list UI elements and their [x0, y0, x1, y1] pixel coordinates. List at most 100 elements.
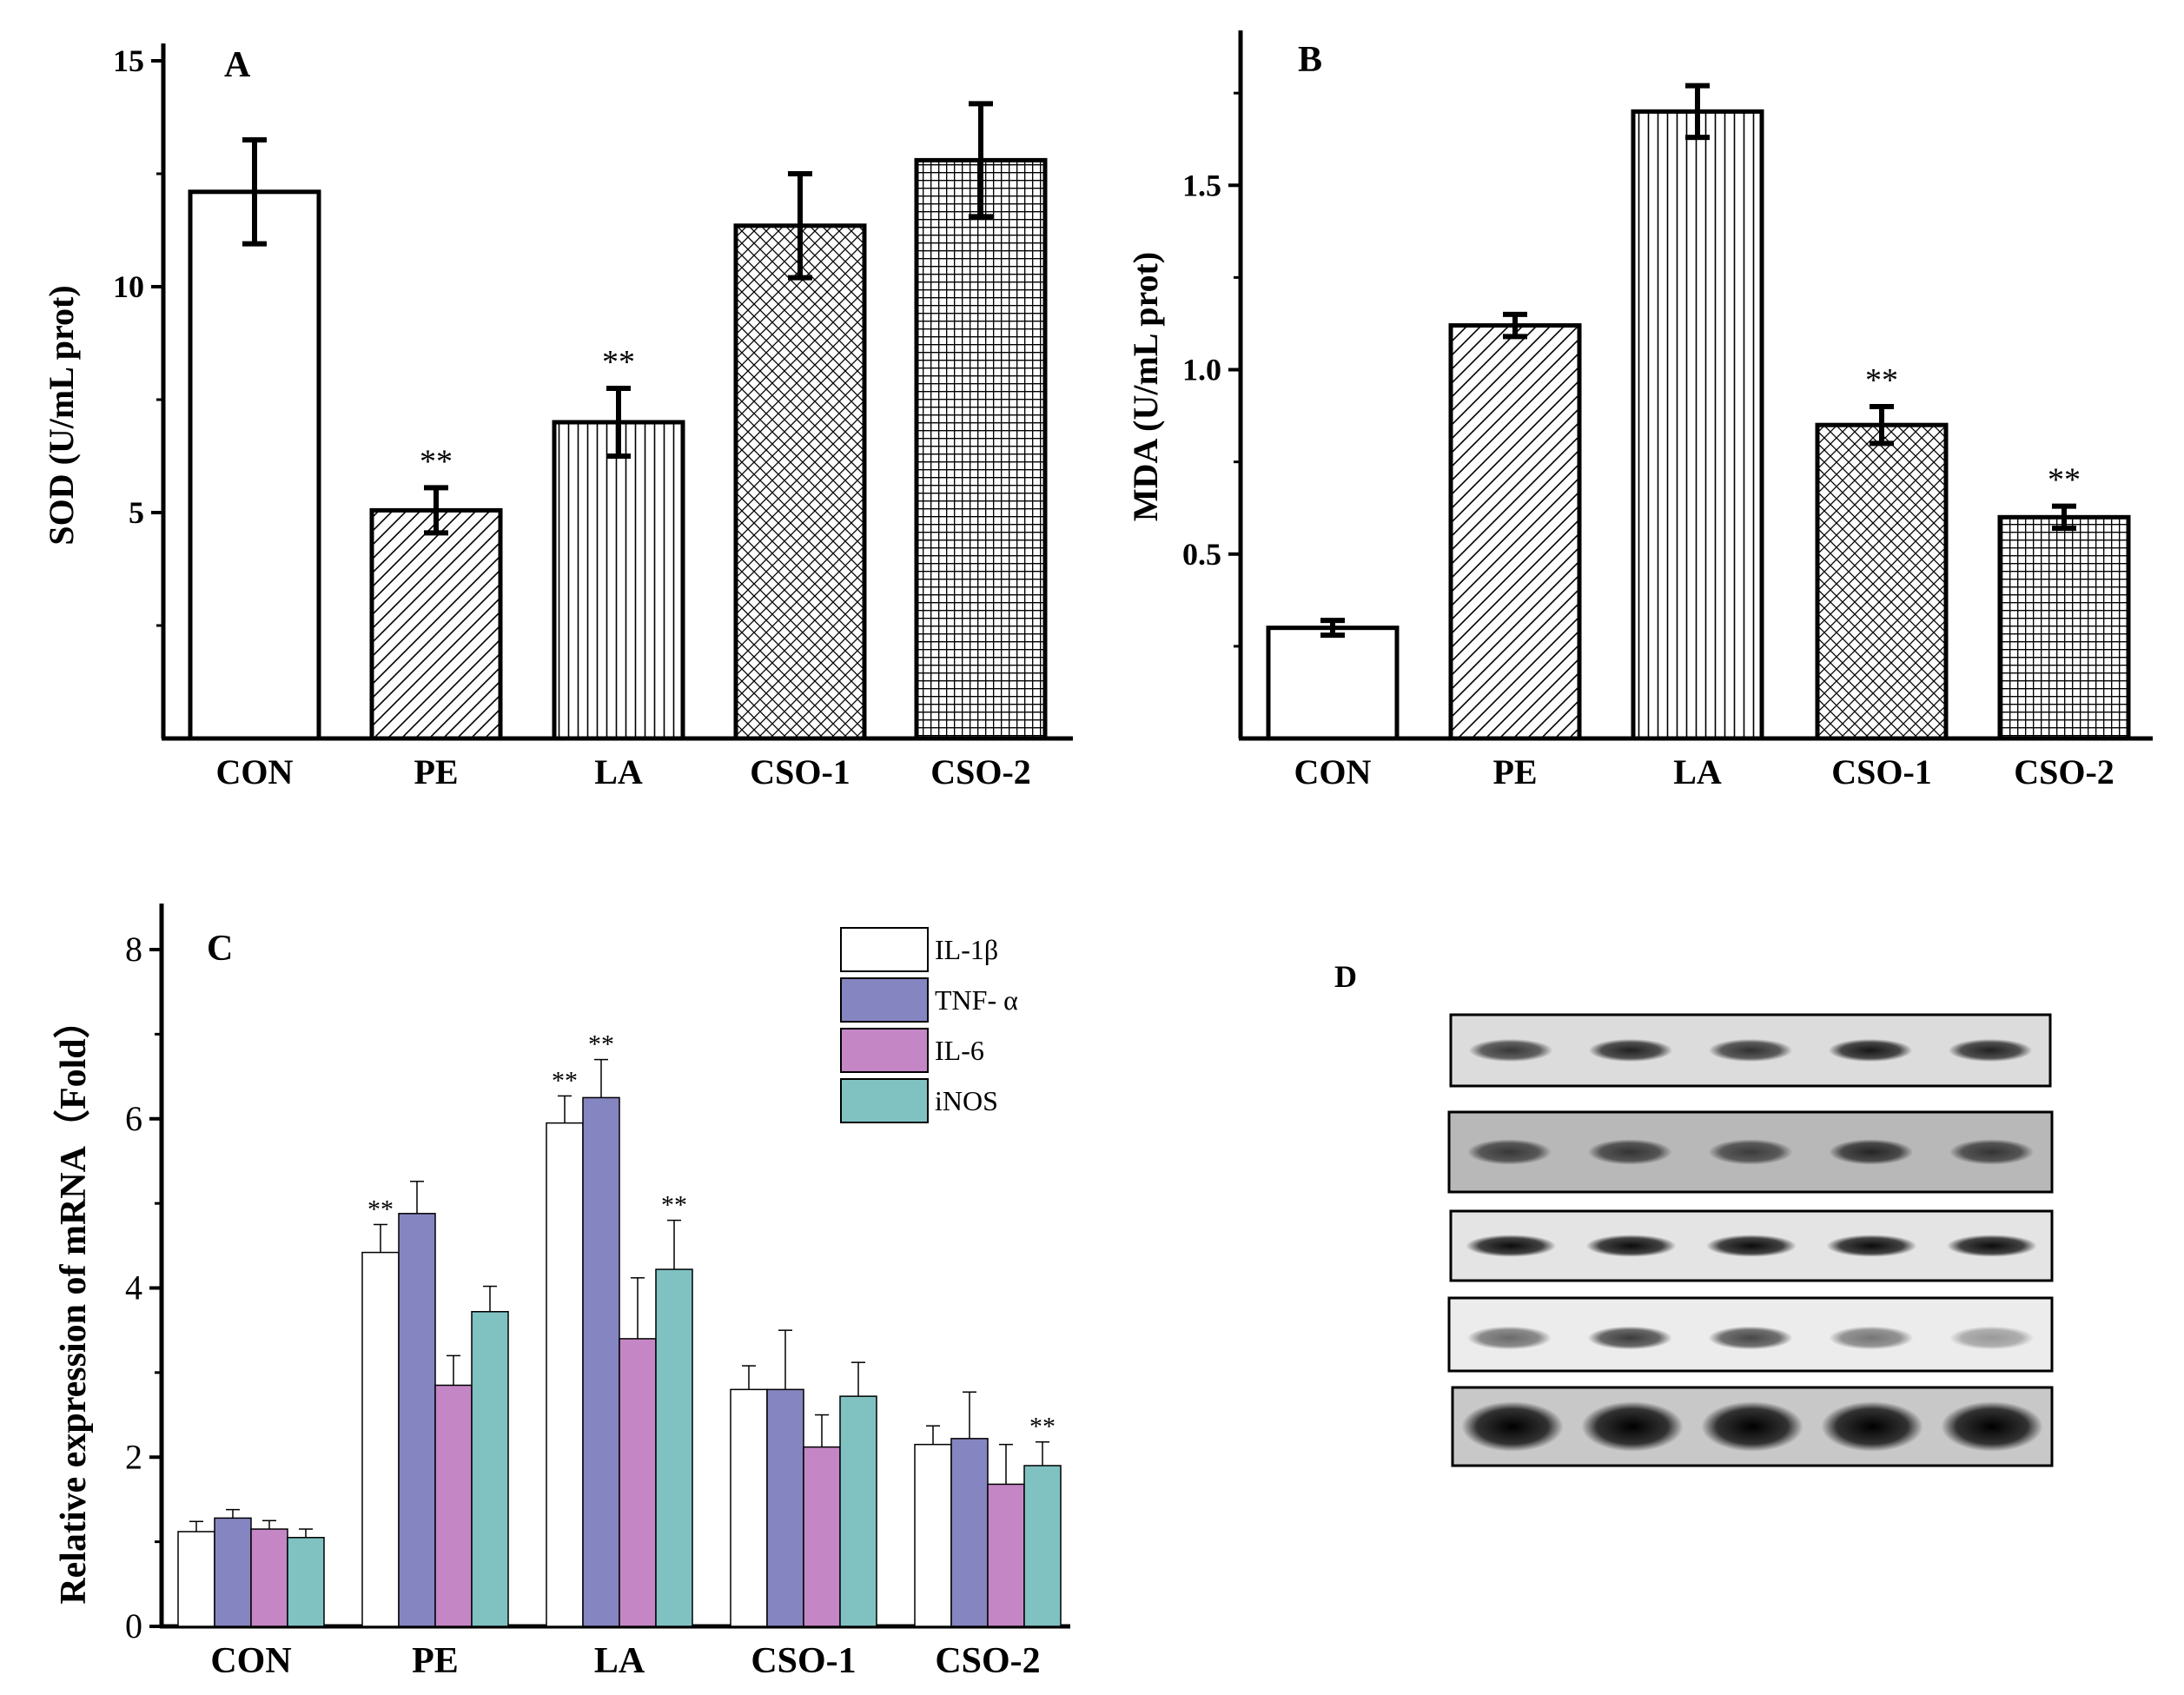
x-tick-label: CSO-2	[935, 1641, 1040, 1681]
bar-la-2	[619, 1338, 657, 1627]
legend-swatch	[840, 927, 929, 972]
bar-cso-1-2	[803, 1446, 841, 1627]
blot-band	[1466, 1235, 1557, 1257]
bar-cso-2	[1997, 514, 2131, 741]
panel-a-chart: A SOD (U/mL prot) 5 10 15 CON PE ** LA ** CSO-1…	[42, 43, 1073, 791]
blot-band	[1587, 1139, 1672, 1165]
blot-band	[1468, 1038, 1553, 1063]
blot-band	[1949, 1139, 2035, 1165]
significance-mark: **	[1029, 1413, 1056, 1441]
x-tick-label: CON	[216, 752, 294, 791]
panel-a-label: A	[224, 45, 251, 85]
bar-cso-2-3	[1023, 1465, 1062, 1627]
blot-band	[1588, 1038, 1673, 1063]
y-tick-label: 0	[125, 1606, 142, 1645]
bar-cso-1-0	[730, 1388, 768, 1627]
bar-con	[188, 189, 321, 741]
significance-mark: **	[661, 1191, 687, 1220]
blot-band	[1708, 1038, 1793, 1063]
x-tick-label: CSO-2	[2014, 752, 2115, 791]
blot-band	[1829, 1139, 1914, 1165]
blot-band	[1826, 1235, 1917, 1257]
bar-con-2	[250, 1528, 288, 1627]
x-tick-label: CSO-2	[930, 752, 1031, 791]
blot-band	[1948, 1038, 2033, 1063]
bar-cso-2-2	[987, 1483, 1025, 1627]
bar-cso-2-1	[950, 1438, 989, 1627]
significance-mark: **	[367, 1195, 394, 1223]
bar-cso-2-0	[914, 1443, 952, 1627]
bar-cso-1	[1815, 422, 1949, 741]
bar-pe	[1448, 323, 1582, 741]
y-tick-label: 1.5	[1182, 168, 1221, 202]
x-tick-label: PE	[1492, 752, 1537, 791]
bar-con	[1266, 626, 1400, 741]
x-tick-label: PE	[412, 1641, 459, 1681]
y-tick-label: 6	[125, 1099, 142, 1138]
y-tick-label: 0.5	[1182, 537, 1221, 572]
x-tick-label: CSO-1	[1831, 752, 1932, 791]
bar-la-0	[546, 1122, 584, 1627]
x-tick-label: LA	[594, 752, 643, 791]
panel-c-legend: IL-1β TNF- α IL-6 iNOS	[840, 927, 1018, 1123]
bar-con-0	[177, 1531, 215, 1627]
bar-la-3	[655, 1268, 693, 1627]
panel-b-label: B	[1298, 40, 1322, 80]
significance-mark: **	[602, 344, 635, 381]
bar-pe-3	[471, 1311, 509, 1627]
x-tick-label: LA	[594, 1641, 645, 1681]
blot-band	[1701, 1401, 1803, 1452]
legend-swatch	[840, 977, 929, 1023]
legend-label: IL-6	[935, 1035, 984, 1066]
blot-band	[1941, 1401, 2043, 1452]
panel-c-label: C	[207, 929, 233, 969]
bar-la	[552, 420, 685, 741]
significance-mark: **	[1865, 362, 1898, 399]
blot-band	[1466, 1139, 1552, 1165]
blot-band	[1585, 1235, 1677, 1257]
x-tick-label: CSO-1	[750, 752, 850, 791]
legend-label: IL-1β	[935, 934, 998, 965]
bar-la	[1631, 109, 1764, 741]
panel-b-chart: B MDA (U/mL prot) 0.5 1.0 1.5 CON PE LA CSO-1…	[1126, 30, 2153, 791]
bar-pe-2	[434, 1384, 473, 1627]
blot-band	[1587, 1326, 1672, 1350]
legend-swatch	[840, 1028, 929, 1073]
y-tick-label: 4	[125, 1268, 142, 1308]
panel-a-ylabel: SOD (U/mL prot)	[42, 285, 81, 545]
y-tick-label: 5	[129, 495, 144, 530]
legend-swatch	[840, 1078, 929, 1123]
bar-pe	[369, 507, 503, 741]
significance-mark: **	[588, 1030, 614, 1059]
blot-band	[1829, 1326, 1914, 1350]
legend-label: iNOS	[935, 1085, 998, 1116]
bar-con-3	[287, 1537, 325, 1627]
x-tick-label: PE	[414, 752, 458, 791]
legend-label: TNF- α	[935, 984, 1018, 1016]
blot-band	[1466, 1326, 1552, 1350]
panel-d-label: D	[1334, 959, 1357, 994]
blot-band	[1461, 1401, 1564, 1452]
blot-band	[1828, 1038, 1913, 1063]
y-tick-label: 15	[113, 43, 144, 78]
bar-cso-2	[914, 157, 1048, 741]
panel-d-western-blot: D	[1334, 959, 2054, 1467]
panel-c-chart: C Relative expression of mRNA（Fold） 0 2 4 6…	[53, 904, 1070, 1681]
y-tick-label: 1.0	[1182, 353, 1221, 387]
bar-cso-1-3	[839, 1395, 877, 1627]
y-tick-label: 8	[125, 930, 142, 969]
x-tick-label: CSO-1	[751, 1641, 856, 1681]
blot-band	[1821, 1401, 1923, 1452]
blot-band	[1581, 1401, 1684, 1452]
bar-la-1	[582, 1096, 620, 1627]
significance-mark: **	[552, 1066, 578, 1095]
blot-band	[1946, 1235, 2037, 1257]
bar-pe-0	[361, 1251, 400, 1627]
panel-b-ylabel: MDA (U/mL prot)	[1126, 252, 1165, 521]
blot-band	[1706, 1235, 1797, 1257]
y-tick-label: 10	[113, 269, 144, 304]
bar-con-1	[214, 1517, 252, 1627]
x-tick-label: CON	[1294, 752, 1372, 791]
blot-band	[1949, 1326, 2035, 1350]
